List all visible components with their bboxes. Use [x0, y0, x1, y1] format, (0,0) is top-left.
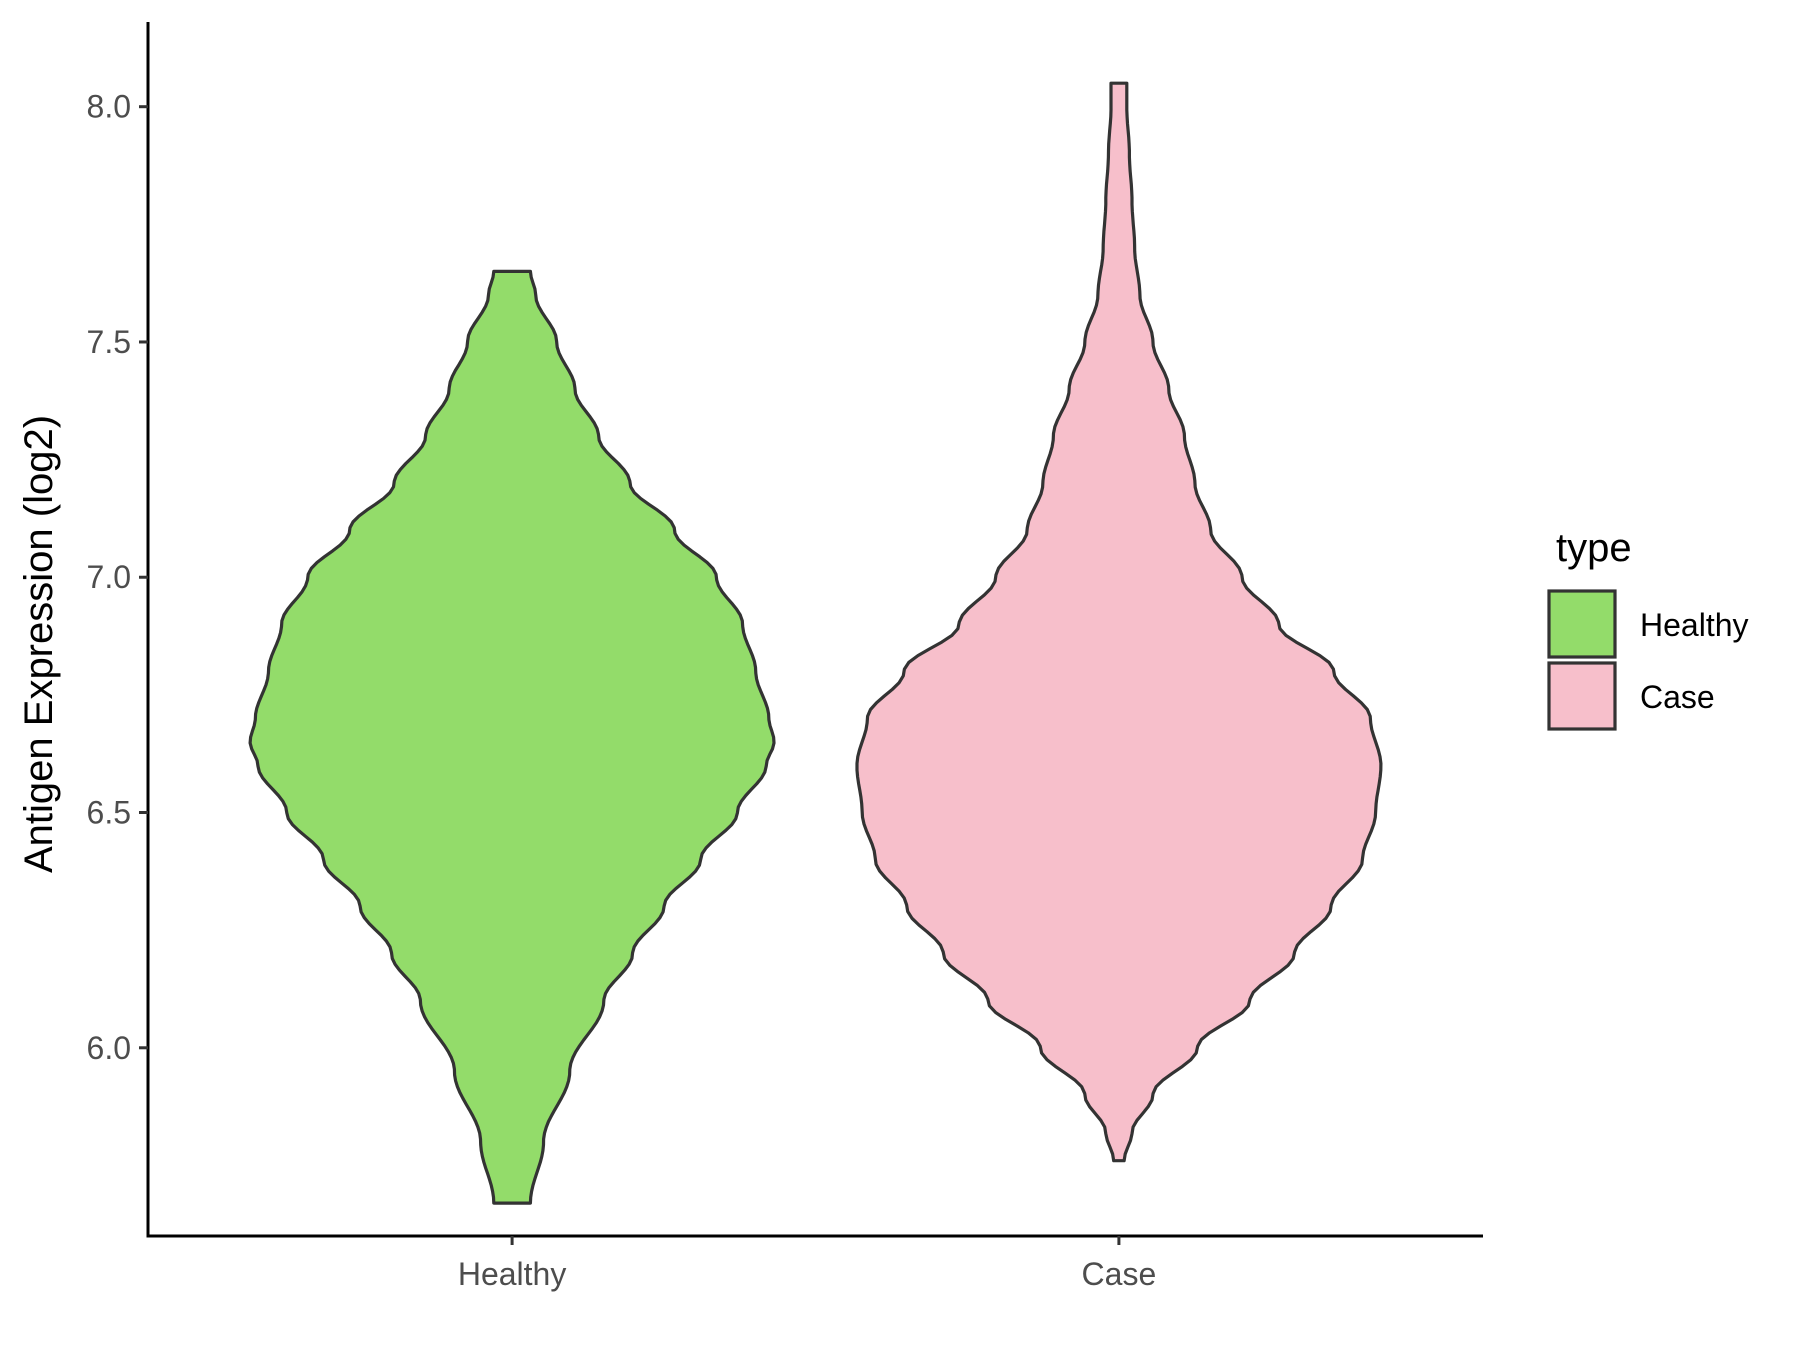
legend-title: type [1556, 526, 1632, 570]
legend: type Healthy Case [1547, 526, 1749, 731]
violin-case [855, 81, 1383, 1163]
y-tick-label: 7.0 [87, 559, 131, 595]
legend-label-healthy: Healthy [1640, 607, 1749, 643]
y-tick-label: 8.0 [87, 89, 131, 125]
y-tick-label: 6.0 [87, 1030, 131, 1066]
y-axis-title: Antigen Expression (log2) [17, 415, 61, 873]
x-tick-label: Healthy [458, 1256, 567, 1292]
x-tick-label: Case [1082, 1256, 1157, 1292]
x-ticks: Healthy Case [458, 1236, 1156, 1292]
violin-healthy [248, 269, 776, 1205]
axes [146, 22, 1483, 1238]
legend-label-case: Case [1640, 679, 1715, 715]
plot-area [248, 81, 1383, 1205]
y-ticks: 6.0 6.5 7.0 7.5 8.0 [87, 89, 148, 1066]
legend-key-case [1547, 661, 1617, 731]
y-tick-label: 7.5 [87, 324, 131, 360]
legend-key-healthy [1547, 589, 1617, 659]
y-tick-label: 6.5 [87, 795, 131, 831]
